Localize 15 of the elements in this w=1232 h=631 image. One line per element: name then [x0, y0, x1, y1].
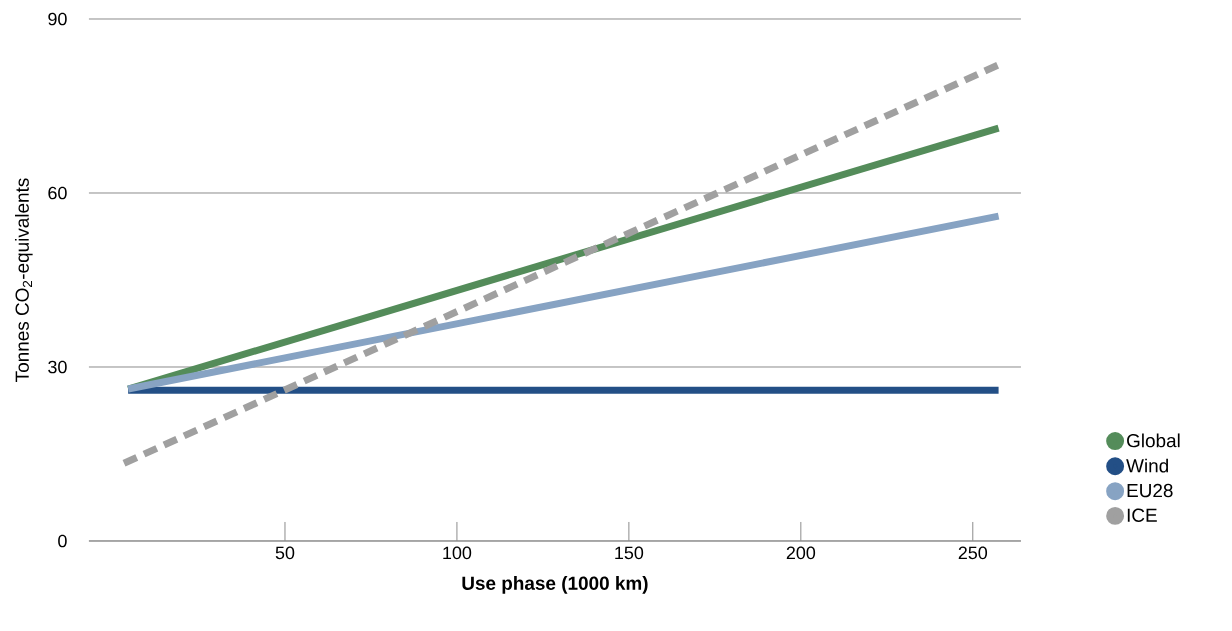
legend-label: Wind [1126, 458, 1168, 473]
legend-label: Global [1127, 433, 1180, 448]
y-tick-label: 60 [48, 186, 67, 200]
x-tick-label: 50 [275, 546, 295, 560]
x-tick-label: 100 [443, 546, 472, 560]
y-tick-label: 30 [48, 360, 67, 374]
legend-label: ICE [1127, 508, 1157, 522]
y-tick-label: 90 [48, 12, 67, 26]
x-axis-title: Use phase (1000 km) [462, 576, 648, 594]
x-tick-label: 150 [615, 546, 644, 560]
x-tick-label: 200 [786, 546, 816, 560]
x-tick-label: 250 [958, 546, 988, 560]
legend-label: EU28 [1127, 483, 1173, 498]
y-axis-title: Tonnes CO$_{2}$-equivalents [14, 178, 33, 382]
y-tick-label: 0 [58, 534, 67, 548]
